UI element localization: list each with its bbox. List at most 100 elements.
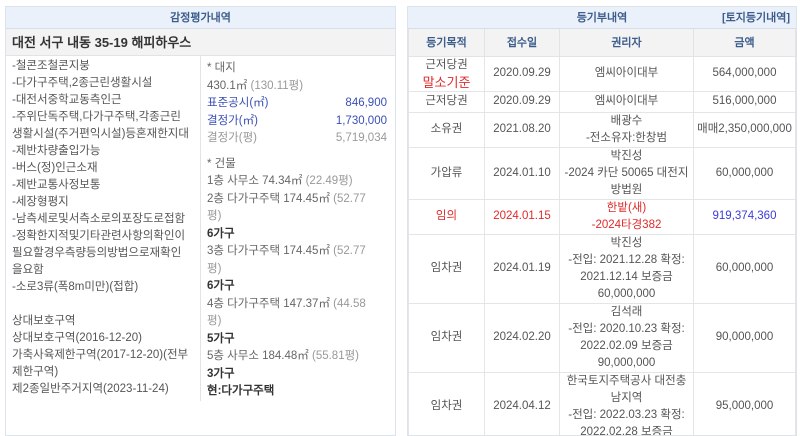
- floor-pyeong: (55.81평): [312, 350, 359, 362]
- floor-line: 3층 다가구주택 174.45㎡ (52.77: [207, 243, 387, 261]
- cell-type: 임차권: [409, 372, 485, 436]
- holder-line: -전입: 2021.12.28 확정:: [562, 252, 691, 269]
- floor-line: 1층 사무소 74.34㎡ (22.49평): [207, 173, 387, 191]
- spacer: [12, 296, 200, 313]
- floor-text: 1층 사무소 74.34㎡: [207, 175, 302, 187]
- holder-line: -2024타경382: [562, 217, 691, 234]
- holder-line: 60,000,000: [562, 286, 691, 303]
- holder-line: 2021.12.14 보증금: [562, 269, 691, 286]
- zone-line: 상대보호구역: [12, 313, 200, 330]
- feature-line: -다가구주택,2종근린생활시설: [12, 75, 200, 92]
- holder-line: 배광수: [562, 113, 691, 130]
- cell-type: 임차권: [409, 234, 485, 303]
- appraisal-panel: 감정평가내역 대전 서구 내동 35-19 해피하우스 -철콘조철콘지붕-다가구…: [5, 6, 396, 436]
- holder-line: 엠씨아이대부: [562, 65, 691, 82]
- col-holder: 권리자: [560, 29, 694, 56]
- type-line: 말소기준: [411, 74, 482, 91]
- cell-amount: 60,000,000: [694, 234, 796, 303]
- floor-line: 2층 다가구주택 174.45㎡ (52.77: [207, 191, 387, 209]
- feature-line: 생활시설(주거편익시설)등혼재한지대: [12, 126, 200, 143]
- floor-pyeong: (52.77: [333, 193, 366, 205]
- floor-text: 3층 다가구주택 174.45㎡: [207, 245, 330, 257]
- zone-line: 제한구역): [12, 364, 200, 381]
- cell-amount: 516,000,000: [694, 91, 796, 112]
- floor-pyeong-cont: 평): [207, 261, 387, 279]
- cell-date: 2021.08.20: [485, 112, 560, 147]
- zone-line: 상대보호구역(2016-12-20): [12, 330, 200, 347]
- cell-type: 근저당권: [409, 91, 485, 112]
- holder-line: 엠씨아이대부: [562, 93, 691, 110]
- floor-units: 3가구: [207, 366, 387, 384]
- type-line: 근저당권: [411, 93, 482, 110]
- zone-line: 가축사육제한구역(2017-12-20)(전부: [12, 347, 200, 364]
- cell-amount: 564,000,000: [694, 56, 796, 91]
- cell-type: 가압류: [409, 147, 485, 199]
- holder-line: 한국토지주택공사 대전충: [562, 373, 691, 390]
- type-line: 가압류: [411, 165, 482, 182]
- feature-line: -남측세로및서측소로의포장도로접함: [12, 211, 200, 228]
- holder-line: 김석래: [562, 304, 691, 321]
- valuation-details: * 대지 430.1㎡ (130.11평) 표준공시(㎡)846,900 결정가…: [201, 56, 395, 401]
- property-address: 대전 서구 내동 35-19 해피하우스: [6, 29, 395, 56]
- floor-line: 4층 다가구주택 147.37㎡ (44.58: [207, 296, 387, 314]
- zone-line: 제2종일반주거지역(2023-11-24): [12, 381, 200, 398]
- feature-line: 을요함: [12, 262, 200, 279]
- std-price-label: 표준공시(㎡): [207, 95, 268, 113]
- type-line: 임차권: [411, 260, 482, 277]
- holder-line: 방법원: [562, 182, 691, 199]
- cell-amount: 매매2,350,000,000: [694, 112, 796, 147]
- cell-amount: 95,000,000: [694, 372, 796, 436]
- feature-line: -철콘조철콘지붕: [12, 58, 200, 75]
- holder-line: 박진성: [562, 148, 691, 165]
- decided-price-label: 결정가(㎡): [207, 113, 258, 131]
- feature-line: -세장형평지: [12, 194, 200, 211]
- cell-date: 2020.09.29: [485, 56, 560, 91]
- feature-line: 필요할경우측량등의방법으로재확인: [12, 245, 200, 262]
- floor-text: 4층 다가구주택 147.37㎡: [207, 298, 330, 310]
- cell-date: 2024.04.12: [485, 372, 560, 436]
- type-line: 소유권: [411, 121, 482, 138]
- feature-line: -버스(정)인근소재: [12, 160, 200, 177]
- decided-pyeong-value: 5,719,034: [336, 130, 387, 148]
- cell-holder: 배광수-전소유자:한창범: [560, 112, 694, 147]
- feature-line: -제반교통사정보통: [12, 177, 200, 194]
- land-area: 430.1㎡: [207, 80, 247, 92]
- floor-pyeong-cont: 평): [207, 208, 387, 226]
- col-type: 등기목적: [409, 29, 485, 56]
- holder-line: 박진성: [562, 235, 691, 252]
- std-price-value: 846,900: [345, 95, 387, 113]
- current-use: 현:다가구주택: [207, 383, 387, 401]
- cell-type: 임차권: [409, 303, 485, 372]
- cell-amount: 90,000,000: [694, 303, 796, 372]
- decided-price-value: 1,730,000: [336, 113, 387, 131]
- col-date: 접수일: [485, 29, 560, 56]
- feature-line: -대전서중학교동측인근: [12, 92, 200, 109]
- registry-header: 등기부내역: [577, 12, 628, 24]
- cell-date: 2024.02.20: [485, 303, 560, 372]
- holder-line: 한밭(새): [562, 200, 691, 217]
- cell-date: 2024.01.15: [485, 199, 560, 234]
- floor-units: 5가구: [207, 331, 387, 349]
- land-registry-link[interactable]: [토지등기내역]: [722, 7, 790, 29]
- decided-pyeong-label: 결정가(평): [207, 130, 257, 148]
- cell-date: 2020.09.29: [485, 91, 560, 112]
- floor-pyeong: (22.49평): [306, 175, 353, 187]
- floor-pyeong-cont: 평): [207, 313, 387, 331]
- cell-holder: 엠씨아이대부: [560, 56, 694, 91]
- type-line: 임의: [411, 208, 482, 225]
- cell-date: 2024.01.19: [485, 234, 560, 303]
- col-amount: 금액: [694, 29, 796, 56]
- holder-line: 90,000,000: [562, 355, 691, 372]
- feature-line: -소로3류(폭8m미만)(접합): [12, 279, 200, 296]
- holder-line: 남지역: [562, 390, 691, 407]
